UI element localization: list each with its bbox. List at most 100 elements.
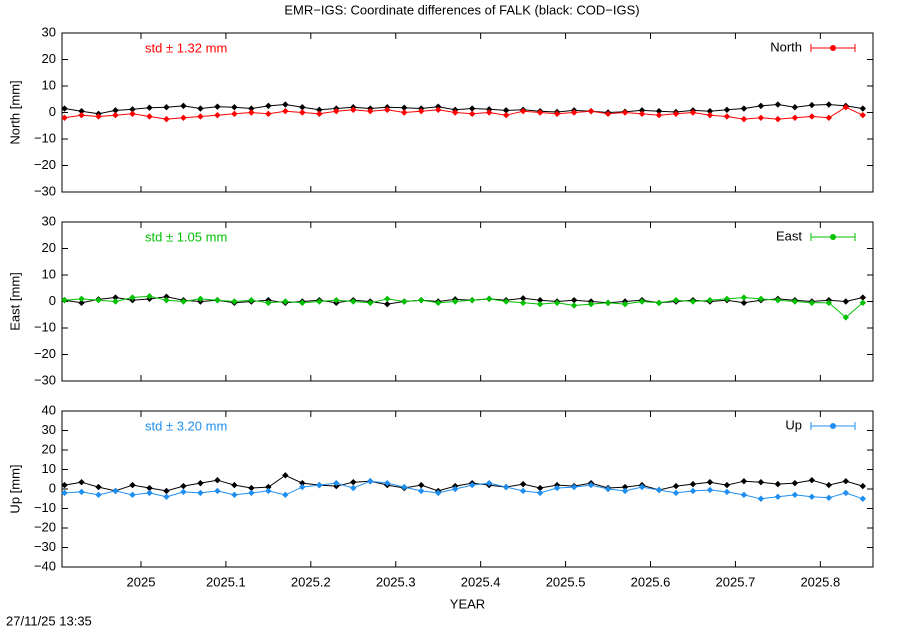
data-point	[299, 109, 306, 116]
data-point	[553, 110, 561, 118]
data-point	[112, 107, 119, 114]
data-point	[485, 479, 493, 487]
data-point	[265, 110, 272, 118]
data-point	[129, 491, 136, 499]
y-tick-label: 10	[42, 77, 56, 92]
x-tick-label: 2025.8	[800, 574, 840, 589]
data-point	[451, 109, 459, 116]
data-point	[638, 298, 646, 305]
data-point	[231, 481, 238, 489]
data-point	[333, 479, 340, 487]
data-point	[197, 113, 204, 120]
data-point	[78, 111, 85, 119]
data-point	[401, 109, 408, 116]
data-point	[638, 483, 646, 491]
y-tick-label: 0	[49, 293, 56, 308]
data-point	[672, 110, 680, 118]
x-tick-label: 2025.7	[716, 574, 756, 589]
y-tick-label: 0	[49, 104, 56, 119]
data-point	[553, 299, 561, 307]
x-tick-label: 2025.3	[376, 574, 416, 589]
data-point	[418, 481, 425, 489]
data-point	[197, 105, 204, 112]
y-tick-label: −20	[34, 519, 56, 534]
data-point	[112, 298, 119, 305]
data-point	[519, 487, 527, 495]
data-point	[95, 491, 102, 499]
series-line	[64, 474, 863, 492]
data-point	[401, 104, 408, 111]
data-point	[367, 478, 374, 485]
data-point	[95, 483, 102, 491]
data-point	[757, 102, 765, 110]
data-point	[859, 105, 867, 112]
data-point	[842, 489, 850, 497]
data-point	[536, 489, 544, 497]
data-point	[384, 106, 391, 114]
data-point	[316, 298, 323, 305]
x-tick-label: 2025	[127, 574, 156, 589]
data-point	[418, 107, 425, 115]
y-tick-label: −40	[34, 558, 56, 573]
data-point	[604, 299, 612, 307]
data-point	[146, 104, 153, 111]
data-point	[435, 106, 442, 114]
legend-swatch	[830, 234, 836, 240]
data-point	[859, 482, 867, 490]
data-point	[180, 114, 187, 121]
data-point	[384, 300, 391, 308]
data-point	[808, 113, 816, 120]
data-point	[723, 481, 731, 489]
data-point	[791, 479, 799, 487]
data-point	[95, 296, 102, 304]
std-annotation: std ± 3.20 mm	[145, 418, 227, 433]
data-point	[316, 481, 323, 489]
data-point	[672, 296, 680, 304]
data-point	[112, 487, 119, 495]
data-point	[163, 115, 170, 123]
data-point	[638, 107, 646, 114]
legend-label: East	[776, 228, 802, 243]
data-point	[163, 296, 170, 304]
x-tick-label: 2025.2	[291, 574, 331, 589]
y-tick-label: −30	[34, 539, 56, 554]
data-point	[536, 109, 544, 116]
y-tick-label: 30	[42, 24, 56, 39]
data-point	[401, 483, 408, 491]
data-point	[604, 110, 612, 118]
y-tick-label: 10	[42, 461, 56, 476]
data-point	[706, 486, 714, 494]
data-point	[401, 298, 408, 305]
data-point	[468, 296, 476, 304]
data-point	[78, 107, 85, 115]
data-point	[61, 481, 68, 489]
data-point	[282, 491, 289, 499]
data-point	[231, 110, 238, 118]
data-point	[129, 481, 136, 489]
data-point	[808, 101, 816, 109]
x-axis-label: YEAR	[450, 596, 485, 611]
data-point	[587, 300, 595, 308]
legend-swatch	[830, 423, 836, 429]
y-tick-label: 40	[42, 402, 56, 417]
data-point	[621, 109, 629, 116]
data-point	[316, 106, 323, 114]
data-point	[78, 295, 85, 303]
panel: −40 −30 −20 −10 0 10 20 30 40 2025 2025.1 2025.2 202…	[7, 402, 874, 611]
y-tick-label: −30	[34, 183, 56, 198]
data-point	[468, 481, 476, 489]
timestamp: 27/11/25 13:35	[6, 613, 92, 628]
data-point	[808, 299, 816, 307]
data-point	[180, 482, 187, 490]
data-point	[859, 294, 867, 301]
y-tick-label: −30	[34, 372, 56, 387]
data-point	[519, 299, 527, 307]
data-point	[825, 299, 833, 307]
data-point	[519, 107, 527, 115]
data-point	[774, 493, 782, 500]
data-point	[689, 109, 697, 116]
data-point	[706, 296, 714, 304]
data-point	[316, 110, 323, 118]
data-point	[519, 295, 527, 302]
data-point	[825, 494, 833, 501]
